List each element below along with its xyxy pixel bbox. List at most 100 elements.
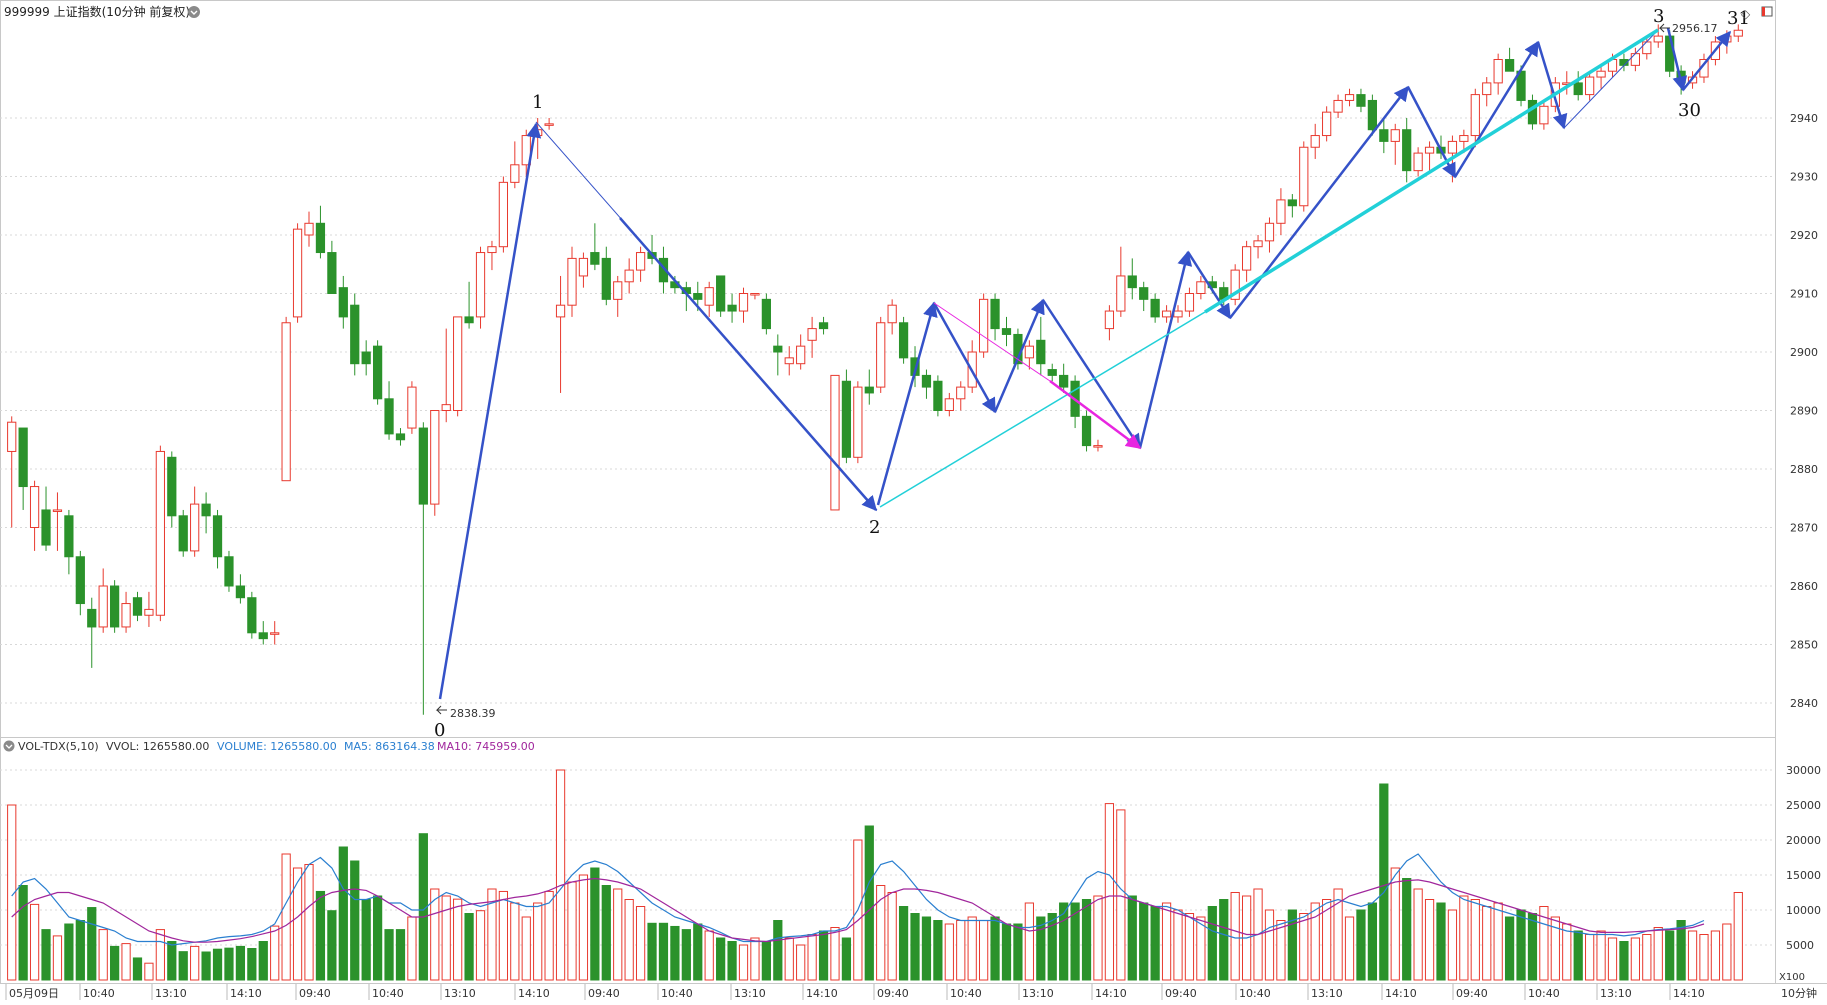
candle: [773, 334, 783, 376]
candle: [270, 621, 280, 645]
candle: [1150, 293, 1160, 323]
candle-body: [921, 374, 932, 388]
volume-axis: 5000 10000 15000 20000 25000 30000: [1786, 764, 1821, 952]
wave-line-sub-up: [993, 298, 1045, 413]
volume-bar: [658, 922, 669, 981]
volume-bar: [1459, 895, 1469, 981]
candle: [29, 480, 40, 551]
wave-line-sub-down5: [1536, 41, 1568, 130]
candle-body: [590, 252, 600, 265]
wave-label-0: 0: [434, 720, 445, 741]
candle-body: [1196, 281, 1206, 294]
trend-line-mid-thin: [1042, 299, 1141, 449]
candle: [247, 591, 257, 639]
volume-bar: [944, 923, 954, 981]
volume-bar: [1116, 809, 1126, 981]
candle: [1630, 47, 1640, 72]
moving-average-lines: [11, 853, 1705, 946]
volume-bar: [1196, 916, 1206, 981]
candle: [807, 316, 817, 358]
chevron-down-icon[interactable]: [188, 6, 200, 18]
candle: [1356, 88, 1366, 113]
price-tick-label: 2900: [1790, 346, 1818, 359]
candle: [716, 275, 726, 317]
window-icon[interactable]: [1761, 6, 1773, 17]
candle: [1184, 287, 1195, 317]
candle: [590, 223, 600, 271]
candle: [430, 410, 440, 516]
candle-body: [1161, 310, 1172, 318]
candle-body: [784, 357, 794, 365]
volume-bar: [887, 892, 897, 981]
chevron-down-icon[interactable]: [3, 740, 15, 752]
candle: [64, 509, 74, 575]
candle: [1093, 439, 1103, 452]
candle: [635, 246, 646, 282]
candle-body: [704, 287, 714, 306]
candle-body: [1596, 70, 1606, 78]
volume-bar: [990, 916, 1000, 981]
candle-body: [1356, 94, 1366, 107]
volume-bar: [1630, 937, 1640, 981]
candle-body: [487, 246, 497, 254]
time-tick-label: 10:40: [661, 987, 693, 1000]
price-tick-label: 2920: [1790, 229, 1818, 242]
candle-body: [350, 304, 360, 365]
volume-bar: [807, 934, 817, 981]
candle: [41, 486, 51, 551]
candle-body: [338, 287, 348, 318]
volume-bar: [1722, 923, 1732, 981]
candle-body: [178, 515, 188, 552]
title-dropdown[interactable]: [188, 6, 200, 18]
volume-bar: [155, 929, 165, 981]
volume-bar: [796, 944, 806, 981]
candle-body: [979, 298, 989, 353]
candle-body: [727, 304, 737, 312]
volume-bar: [1299, 913, 1309, 981]
volume-bar: [98, 929, 108, 981]
volume-bar: [87, 907, 97, 981]
volume-bar: [1562, 923, 1572, 981]
candle: [1047, 363, 1057, 382]
volume-bar: [1367, 902, 1378, 981]
candle-body: [167, 456, 177, 517]
volume-bar: [601, 885, 611, 981]
candle-body: [1470, 94, 1480, 137]
candle: [578, 252, 589, 288]
volume-bar: [247, 948, 257, 981]
candle-body: [1585, 76, 1595, 96]
candle-body: [7, 421, 17, 452]
ma5-line: [11, 853, 1705, 946]
candle-body: [1230, 269, 1240, 300]
volume-bar: [590, 867, 600, 981]
volume-bar: [281, 853, 291, 981]
candle-body: [738, 293, 749, 312]
volume-bar: [784, 937, 794, 981]
volume-bar: [681, 929, 691, 981]
candle: [350, 293, 360, 376]
candle-body: [1447, 140, 1458, 154]
candle: [944, 392, 954, 417]
candle: [1024, 340, 1034, 370]
candle-body: [64, 515, 74, 558]
price-tick-label: 2870: [1790, 522, 1818, 535]
candle-body: [212, 515, 223, 558]
period-label[interactable]: 10分钟: [1781, 986, 1817, 1000]
candle-body: [956, 386, 966, 400]
candle-body: [235, 585, 246, 599]
wave-line-sub-down3: [1186, 251, 1232, 320]
trend-line-cyan-thick: [1204, 28, 1659, 314]
candle-body: [1344, 94, 1355, 101]
candle-body: [1150, 298, 1160, 318]
candle: [567, 246, 577, 317]
volume-bar: [395, 929, 406, 981]
candle: [1081, 410, 1092, 452]
candle-body: [18, 427, 28, 488]
time-tick-label: 10:40: [83, 987, 115, 1000]
candle-body: [190, 503, 200, 552]
candle-body: [1059, 374, 1069, 388]
time-tick-label: 10:40: [1528, 987, 1560, 1000]
volume-bar: [1081, 899, 1092, 981]
candle-body: [315, 222, 326, 254]
